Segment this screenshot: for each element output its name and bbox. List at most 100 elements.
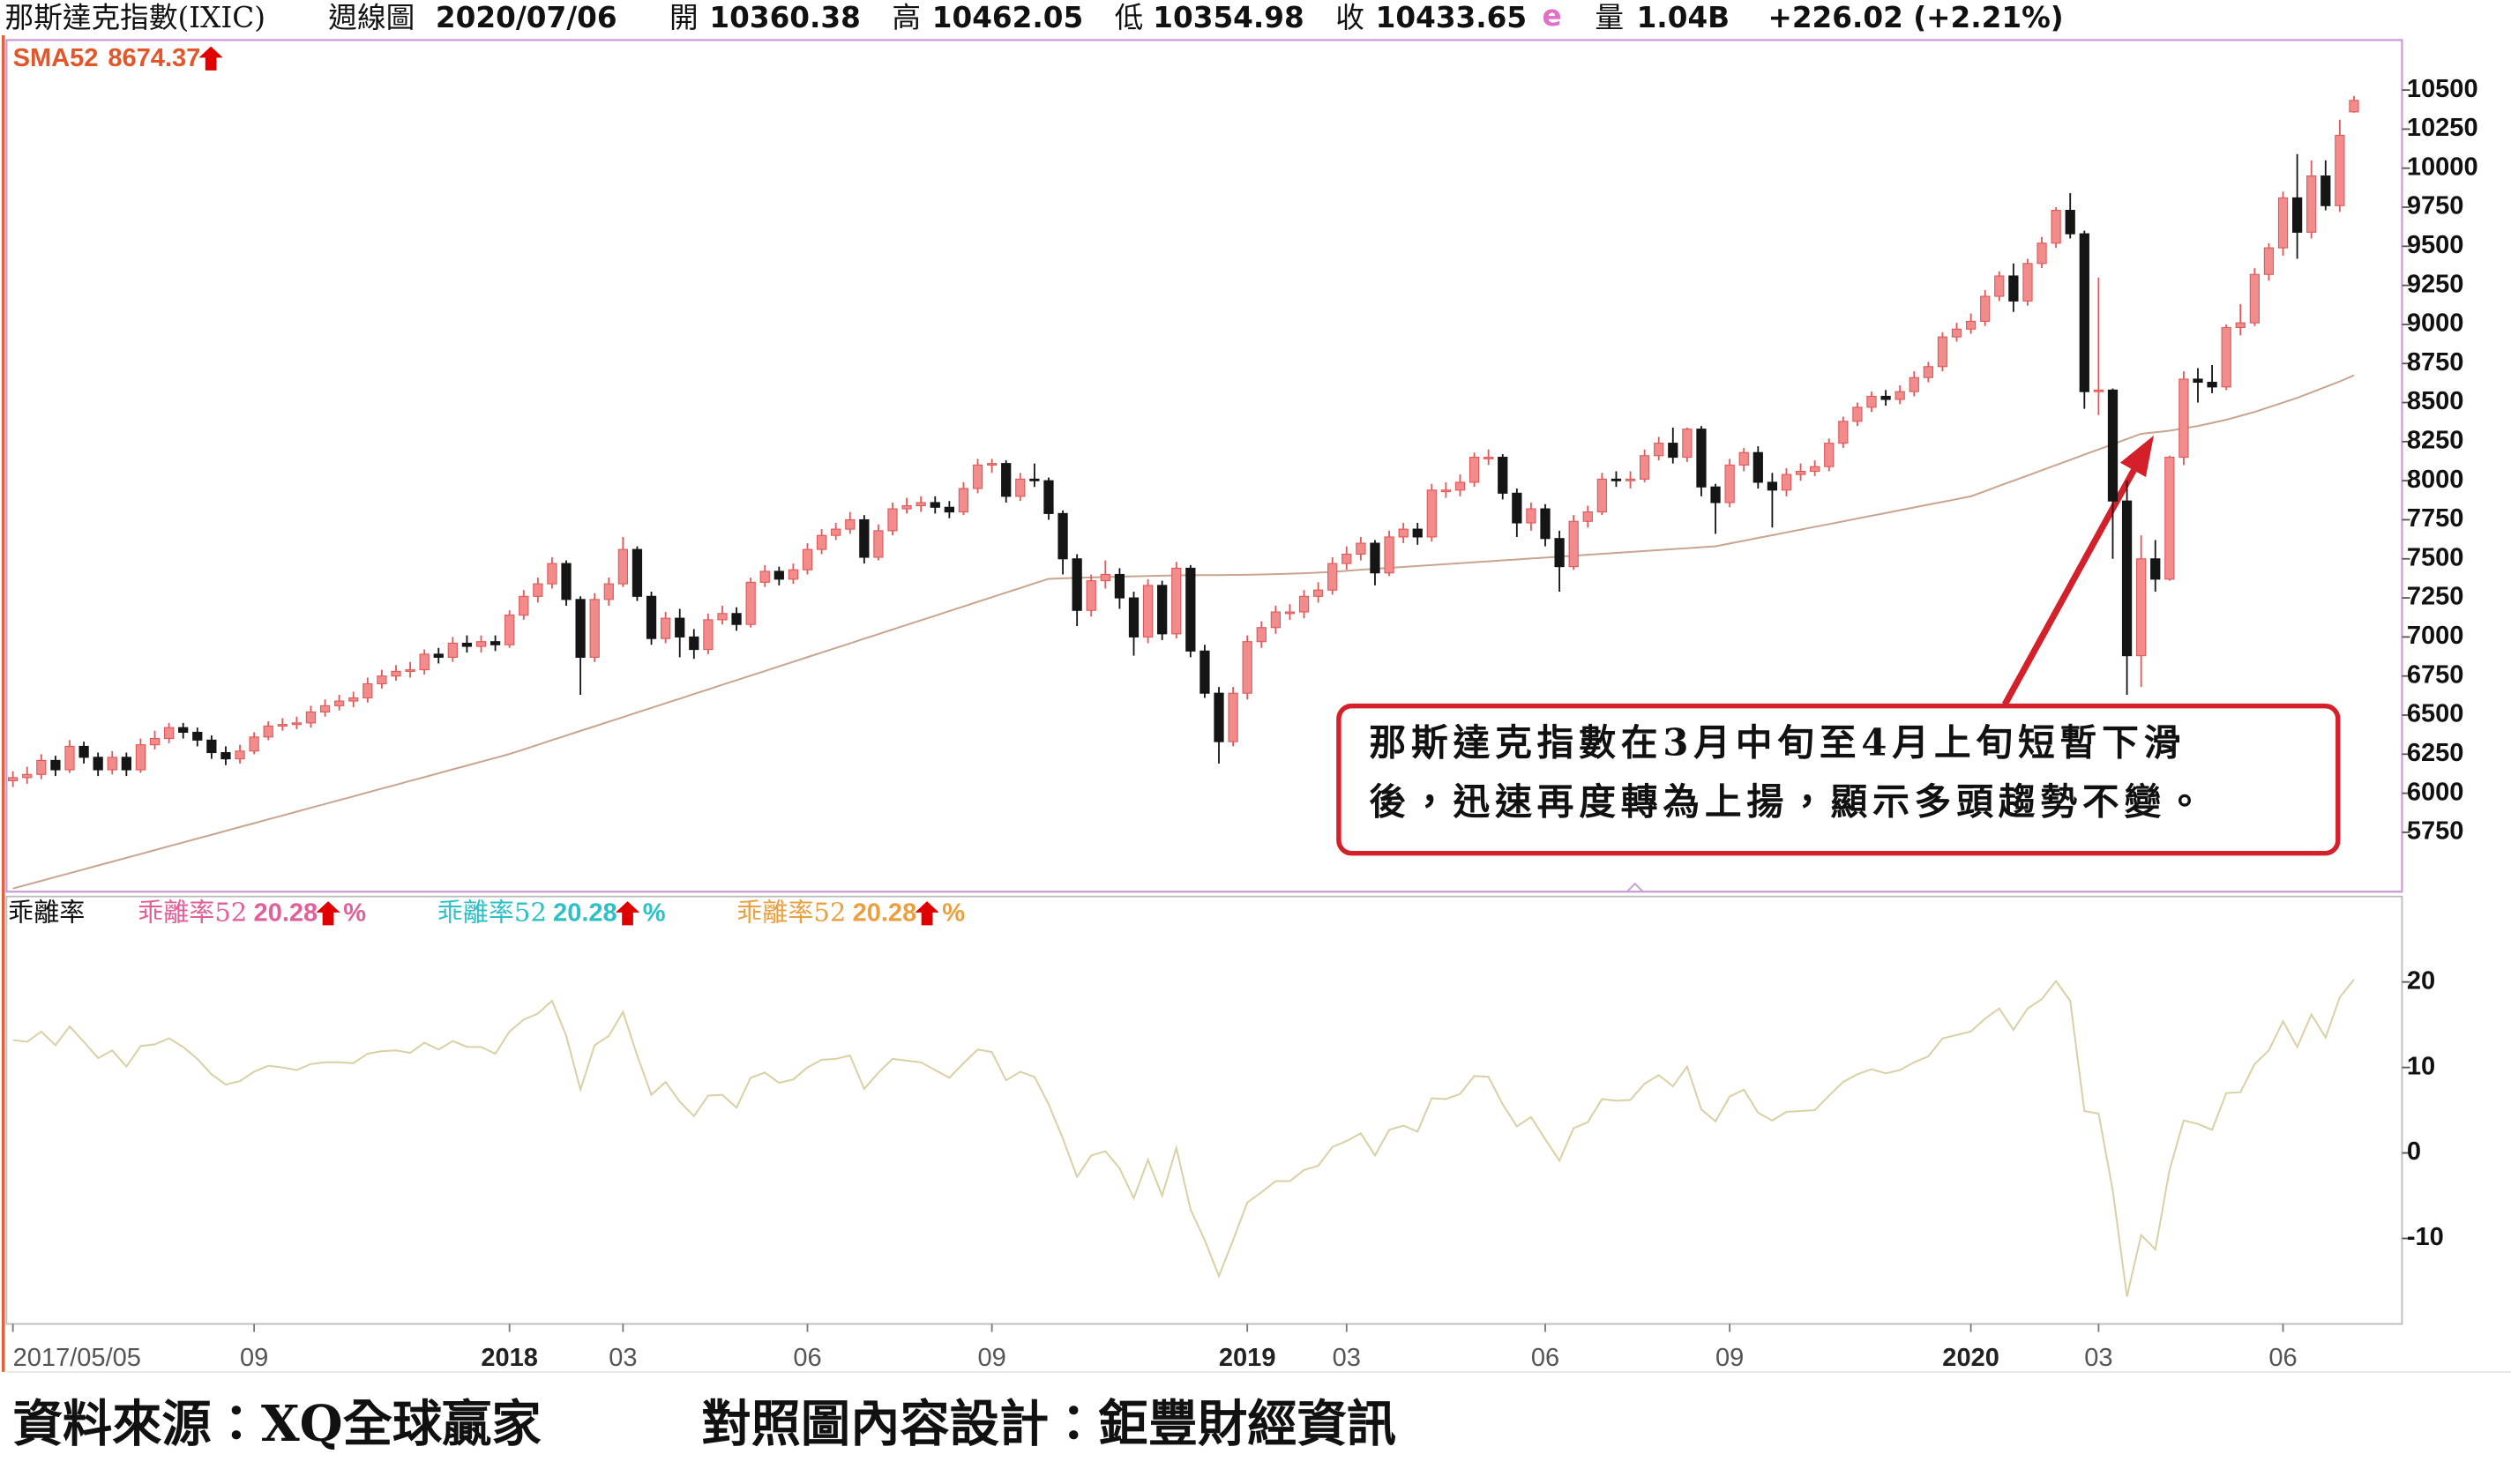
candle-body [447, 642, 458, 658]
candle-body [1767, 481, 1778, 491]
candle-body [348, 697, 359, 702]
candle-body [1639, 455, 1650, 480]
candle-body [944, 506, 954, 513]
candle-body [519, 595, 529, 616]
chart-title: 那斯達克指數(IXIC) [5, 1, 265, 34]
y2-tick-label: 0 [2407, 1137, 2421, 1166]
candle-body [1412, 528, 1423, 538]
candle-body [1341, 553, 1352, 564]
candle-body [1852, 406, 1863, 422]
candle-body [2178, 378, 2189, 459]
candle-body [972, 464, 983, 489]
candle-body [163, 727, 175, 740]
candle-body [1654, 443, 1664, 457]
candle-body [1498, 457, 1508, 494]
volume: 1.04B [1637, 1, 1730, 34]
candle-body [1298, 595, 1310, 613]
candle-body [915, 502, 926, 507]
candle-body [1214, 692, 1224, 742]
quote-high: 10462.05 [932, 1, 1083, 34]
deviation-title: 乖離率 [8, 898, 85, 928]
y-tick-label: 6500 [2407, 700, 2464, 728]
annotation-arrowhead [2119, 435, 2155, 478]
candle-body [2349, 100, 2359, 113]
candle-body [845, 518, 856, 530]
y-tick-label: 10250 [2407, 114, 2478, 142]
candle-body [1072, 558, 1082, 611]
candle-body [8, 777, 19, 781]
candle-body [2079, 233, 2089, 392]
candle-body [1228, 692, 1238, 742]
candle-body [831, 528, 841, 536]
y-tick-label: 6250 [2407, 739, 2464, 767]
candle-body [1185, 567, 1196, 652]
candle-body [405, 669, 415, 672]
candle-body [901, 504, 912, 510]
candle-body [206, 739, 217, 754]
candle-body [2207, 381, 2217, 388]
candle-body [1483, 457, 1494, 459]
candle-body [1242, 641, 1252, 694]
candle-body [987, 463, 998, 466]
candle-body [1171, 567, 1182, 635]
y2-tick-label: -10 [2407, 1223, 2444, 1251]
x-tick-label: 03 [609, 1344, 637, 1372]
candle-body [263, 725, 273, 738]
candle-body [675, 617, 685, 638]
candle-body [220, 751, 231, 760]
candle-body [50, 759, 61, 771]
candle-body [1710, 486, 1721, 503]
candle-body [1454, 481, 1466, 491]
candle-body [334, 700, 345, 706]
candle-body [2136, 558, 2147, 657]
candle-body [377, 675, 387, 685]
y-tick-label: 7000 [2407, 622, 2464, 650]
candle-body [391, 670, 401, 677]
candle-body [1512, 492, 1522, 524]
candle-body [2306, 175, 2317, 233]
candle-body [149, 738, 161, 746]
candle-body [1029, 478, 1040, 481]
deviation-legend-name: 乖離率52 [138, 898, 247, 928]
x-tick-label: 2019 [1219, 1344, 1276, 1372]
y-tick-label: 6000 [2407, 778, 2464, 806]
candle-body [575, 599, 586, 658]
candle-body [2164, 457, 2175, 580]
deviation-legend-name: 乖離率52 [736, 898, 846, 928]
candle-body [1100, 573, 1110, 582]
y-tick-label: 9000 [2407, 309, 2464, 338]
candle-body [2277, 197, 2289, 249]
candle-body [2008, 275, 2019, 302]
candle-body [2150, 558, 2161, 580]
candle-body [547, 563, 557, 585]
annotation-line: 後，迅速再度轉為上揚，顯示多頭趨勢不變。 [1369, 780, 2208, 824]
deviation-line [12, 979, 2355, 1297]
candle-body [1370, 542, 1380, 574]
candle-body [2051, 210, 2061, 244]
candle-body [1554, 538, 1565, 568]
deviation-legend-value: 20.28 [553, 899, 617, 927]
candle-body [107, 757, 117, 771]
x-tick-label: 06 [2268, 1344, 2297, 1372]
x-tick-label: 09 [240, 1344, 268, 1372]
deviation-legend-arrow [915, 901, 939, 926]
candle-body [2036, 242, 2047, 265]
quote-label: 低 [1115, 1, 1144, 34]
deviation-legend-unit: % [343, 899, 366, 927]
candle-body [1312, 589, 1324, 597]
candle-body [319, 705, 331, 712]
candle-body [1327, 563, 1338, 591]
deviation-legend-unit: % [643, 899, 666, 927]
quote-open: 10360.38 [709, 1, 860, 34]
y2-tick-label: 10 [2407, 1052, 2435, 1080]
candle-body [1440, 489, 1452, 493]
candle-body [192, 731, 203, 741]
deviation-legend-unit: % [942, 899, 965, 927]
price-pane-frame [5, 39, 2403, 893]
candle-body [1356, 542, 1366, 555]
candle-body [291, 722, 303, 726]
y-tick-label: 9500 [2407, 231, 2464, 259]
candle-body [802, 548, 813, 570]
candle-body [2107, 389, 2119, 502]
